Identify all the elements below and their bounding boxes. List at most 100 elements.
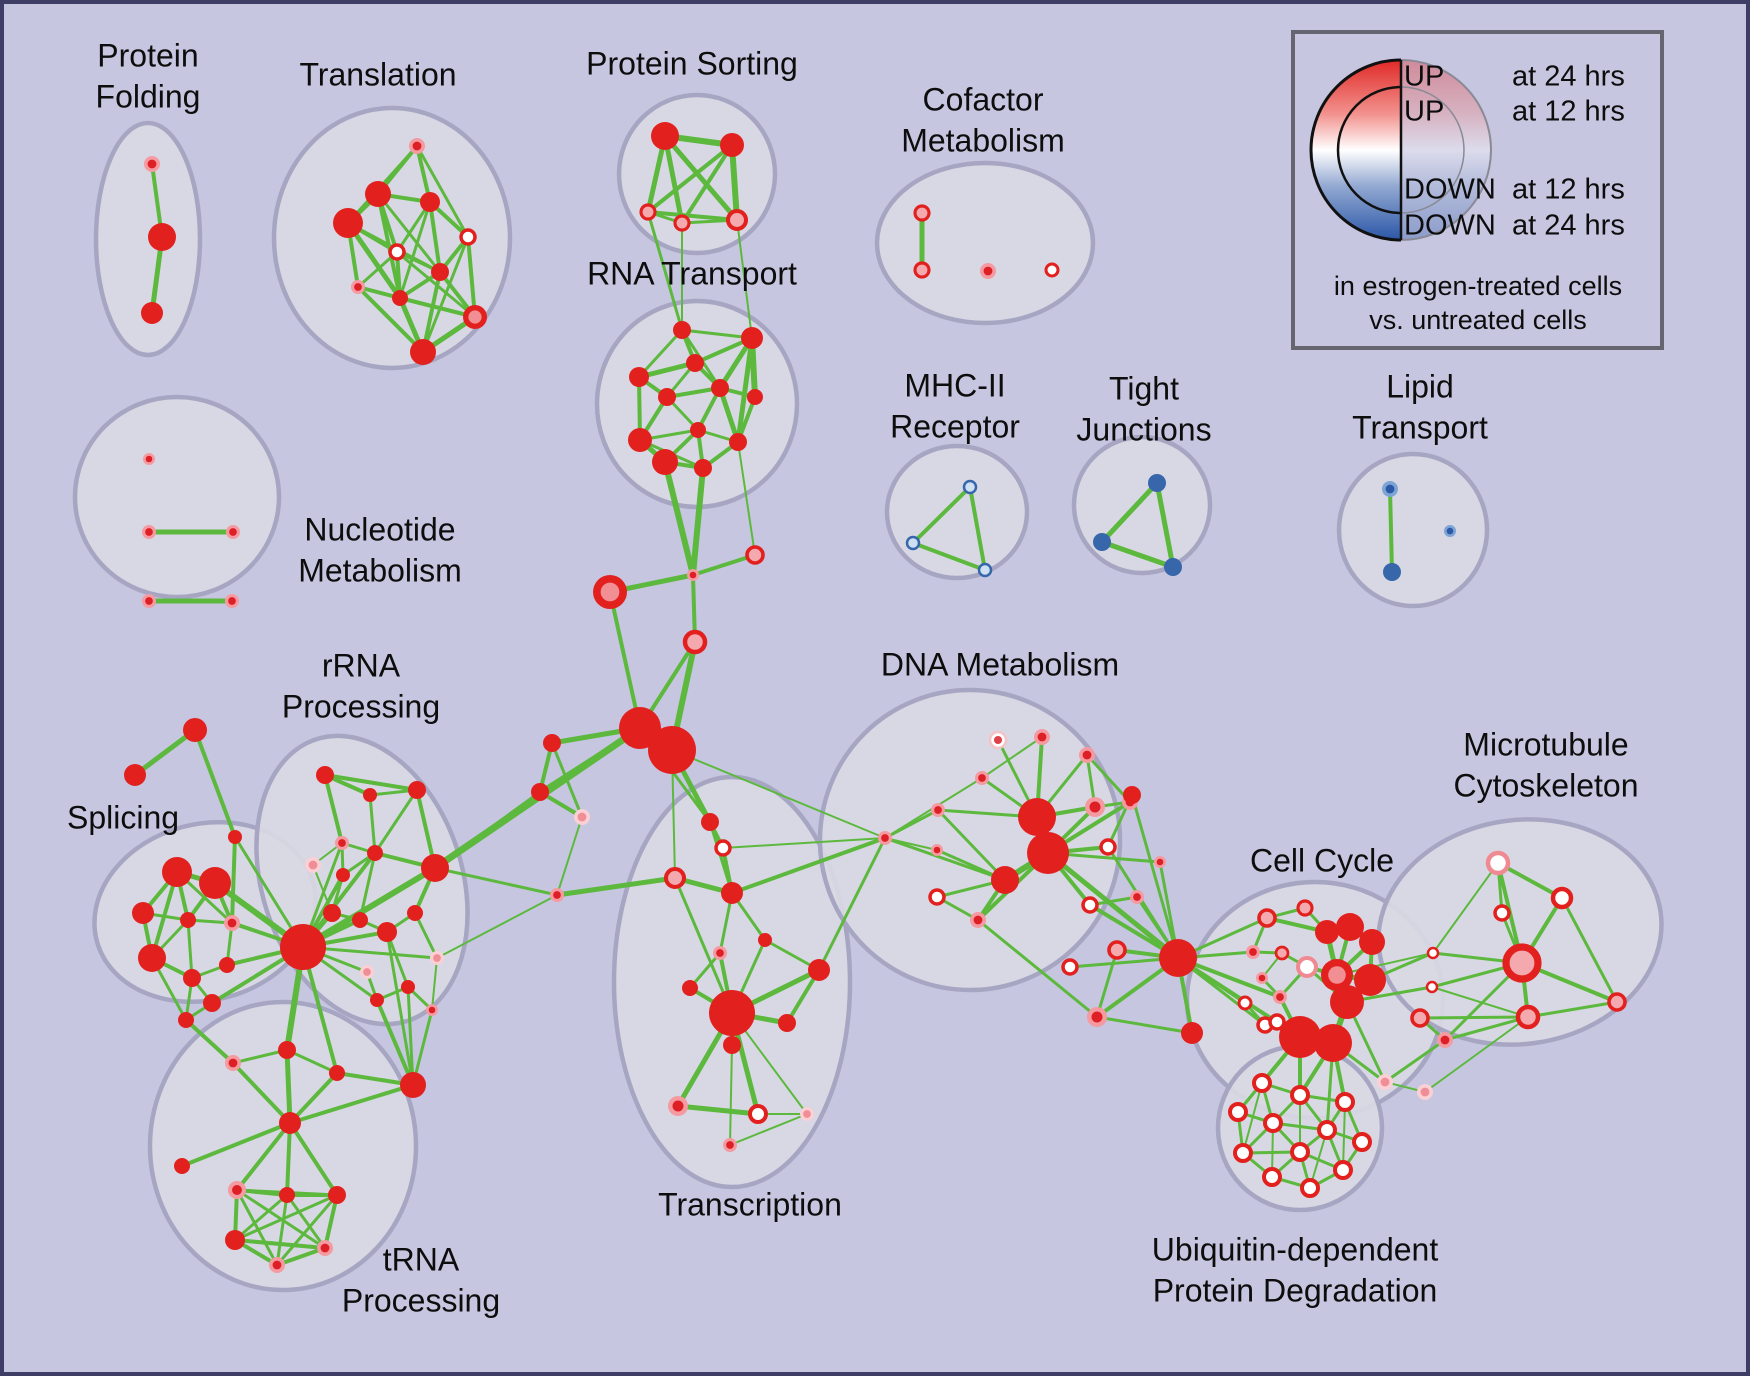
legend-time-3: at 12 hrs — [1512, 174, 1625, 206]
node-rr17-core — [428, 1006, 436, 1014]
edge-rt10-j2 — [737, 441, 756, 556]
edge-ps2-ps3 — [646, 143, 734, 214]
legend-outer-ring-left — [1309, 58, 1402, 242]
node-mc1 — [1485, 850, 1511, 876]
edge-tc_b-rr8 — [433, 866, 559, 897]
node-rr15 — [401, 980, 415, 994]
cluster-label-trna-processing-line1: tRNA — [383, 1241, 460, 1277]
node-cc20-core — [1380, 1077, 1390, 1087]
edge-rr1-rr3 — [323, 773, 419, 792]
legend-direction-1: UP — [1404, 61, 1444, 93]
node-tn8 — [279, 1187, 295, 1203]
node-rr7 — [336, 868, 350, 882]
node-sl4 — [180, 912, 196, 928]
cluster-ellipse-dna-metabolism — [817, 687, 1123, 993]
node-rt5 — [658, 388, 676, 406]
edge-s2-rr8 — [433, 790, 542, 870]
node-ps1 — [651, 122, 679, 150]
edge-mh2-mh3 — [911, 541, 987, 572]
edge-mc2-mc6 — [1560, 896, 1619, 1004]
node-sl7 — [183, 969, 201, 987]
node-cc7 — [1274, 945, 1290, 961]
edge-cc9-mcb1 — [1336, 952, 1434, 976]
cluster-label-tight-junctions-line1: Tight — [1109, 370, 1179, 406]
node-dm19 — [1107, 940, 1127, 960]
node-tj3 — [1164, 558, 1182, 576]
edge-j3-hub1 — [608, 590, 642, 730]
node-tr1-core — [412, 141, 422, 151]
node-st1 — [183, 718, 207, 742]
edge-tr5-tr11 — [421, 235, 470, 354]
node-rt12 — [694, 459, 712, 477]
node-cf1 — [913, 204, 931, 222]
node-cc5 — [1359, 929, 1385, 955]
edge-tr3-tr7 — [428, 200, 442, 274]
node-tn7-core — [232, 1185, 242, 1195]
node-ub11 — [1262, 1167, 1282, 1187]
node-ub3 — [1335, 1092, 1355, 1112]
edge-mc4-mc7 — [1418, 1015, 1530, 1020]
node-hub1 — [619, 707, 661, 749]
cluster-label-nucleotide-metabolism-line1: Nucleotide — [304, 511, 455, 547]
node-tn12-core — [272, 1260, 282, 1270]
edge-rt6-rt10 — [717, 385, 741, 445]
edge-dm19-dm21 — [1095, 948, 1119, 1019]
node-dm12 — [928, 888, 946, 906]
node-mh2 — [905, 535, 921, 551]
cluster-label-microtubule-cytoskeleton-line2: Cytoskeleton — [1454, 767, 1639, 803]
node-cc4 — [1336, 913, 1364, 941]
node-j4 — [682, 629, 708, 655]
cluster-label-protein-folding-line2: Folding — [96, 78, 201, 114]
edge-ub1-ub8 — [1242, 1082, 1263, 1154]
edge-tj1-tj2 — [1099, 480, 1160, 545]
node-rr2 — [363, 788, 377, 802]
node-cc19 — [1268, 1013, 1286, 1031]
edge-tr9-tr10 — [398, 296, 477, 319]
node-dm7-core — [933, 846, 941, 854]
node-tn6 — [174, 1158, 190, 1174]
node-rr14-core — [363, 968, 371, 976]
node-mcb1 — [1426, 946, 1440, 960]
node-j2 — [745, 545, 765, 565]
edge-tc13-tc14 — [729, 1113, 808, 1146]
node-ub6 — [1317, 1120, 1337, 1140]
node-rt7 — [747, 389, 763, 405]
node-tc6-core — [716, 949, 724, 957]
node-cc13 — [1354, 964, 1386, 996]
node-dm4-core — [978, 774, 986, 782]
edge-tn5-tn9 — [288, 1121, 339, 1197]
node-rr5-core — [308, 860, 318, 870]
node-dm18-core — [1133, 893, 1141, 901]
node-cc1 — [1257, 908, 1277, 928]
node-tc14-core — [726, 1141, 734, 1149]
node-cc18 — [1314, 1024, 1352, 1062]
node-dm8 — [1018, 798, 1056, 836]
cluster-label-lipid-transport-line2: Transport — [1352, 409, 1488, 445]
edge-dm21-dm22 — [1095, 1015, 1194, 1035]
node-tc2 — [714, 839, 732, 857]
node-rt6 — [711, 379, 729, 397]
node-rt10 — [729, 433, 747, 451]
edge-lp1-lp2 — [1388, 487, 1394, 574]
node-ub9 — [1290, 1142, 1310, 1162]
node-sl5-core — [227, 918, 237, 928]
cluster-label-mhc-ii-receptor-line1: MHC-II — [904, 367, 1005, 403]
edge-tn9-tn11 — [323, 1193, 339, 1250]
node-tch — [709, 990, 755, 1036]
edge-rr16-tn4 — [375, 998, 415, 1087]
node-tn5 — [279, 1112, 301, 1134]
node-cc16 — [1330, 985, 1364, 1019]
node-tr8-core — [354, 283, 362, 291]
edge-tc3-tch — [673, 876, 734, 1015]
node-sl6 — [138, 944, 166, 972]
legend-inner-ring-right — [1400, 86, 1465, 214]
edge-tn5-tn7 — [235, 1121, 292, 1192]
node-mc7 — [1515, 1004, 1541, 1030]
edge-sl4-sl7 — [186, 918, 194, 980]
edge-dm_b-dm10 — [883, 836, 1007, 882]
edge-tc4-dm_b — [730, 836, 887, 895]
node-cf2 — [913, 261, 931, 279]
edge-ps1-ps5 — [662, 133, 740, 223]
node-mh1 — [962, 479, 978, 495]
